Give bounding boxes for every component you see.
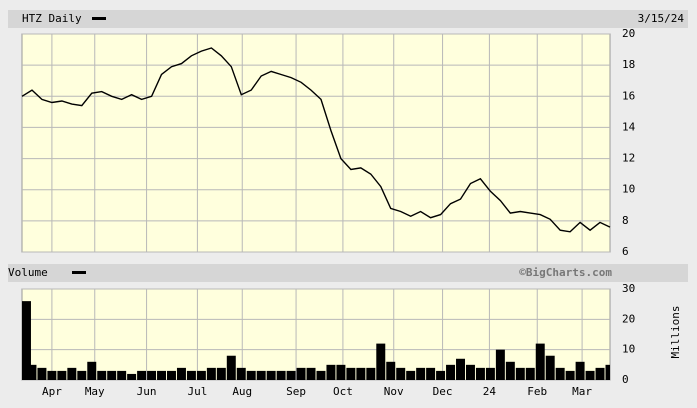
volume-bar <box>456 358 465 380</box>
volume-bar <box>196 370 206 380</box>
y-tick-label: 12 <box>622 152 635 165</box>
volume-bar <box>555 367 565 380</box>
y-tick-label: 30 <box>622 282 635 295</box>
volume-bar <box>176 367 186 380</box>
volume-bar <box>67 367 77 380</box>
volume-bar <box>346 367 356 380</box>
volume-bar <box>446 364 456 380</box>
volume-bar <box>77 370 87 380</box>
volume-header-bar <box>8 264 688 282</box>
x-tick-label: Apr <box>42 385 62 398</box>
volume-bar <box>436 370 446 380</box>
volume-bar <box>167 370 176 380</box>
volume-bar <box>485 367 495 380</box>
x-tick-label: 24 <box>483 385 497 398</box>
volume-bar <box>426 367 436 380</box>
x-tick-label: Sep <box>286 385 306 398</box>
volume-bar <box>286 370 296 380</box>
volume-bar <box>495 349 505 380</box>
volume-bar <box>22 301 31 380</box>
volume-bar <box>505 361 515 380</box>
y-tick-label: 10 <box>622 343 635 356</box>
chart-title: HTZ Daily <box>22 12 82 25</box>
volume-bar <box>376 343 386 380</box>
x-tick-label: Aug <box>232 385 252 398</box>
volume-bar <box>416 367 426 380</box>
y-tick-label: 14 <box>622 120 636 133</box>
x-tick-label: Mar <box>572 385 592 398</box>
volume-bar <box>137 370 147 380</box>
volume-bar <box>316 370 326 380</box>
volume-bar <box>396 367 406 380</box>
volume-bar <box>186 370 196 380</box>
volume-bar <box>57 370 67 380</box>
header-bar <box>8 10 688 28</box>
y-tick-label: 0 <box>622 373 629 386</box>
volume-bar <box>515 367 525 380</box>
volume-bar <box>47 370 57 380</box>
volume-bar <box>595 367 605 380</box>
volume-bar <box>276 370 286 380</box>
volume-bar <box>226 355 236 380</box>
x-tick-label: Jun <box>137 385 157 398</box>
volume-bar <box>366 367 376 380</box>
volume-bar <box>256 370 266 380</box>
volume-bar <box>306 367 316 380</box>
y-tick-label: 6 <box>622 245 629 258</box>
volume-plot <box>21 288 611 381</box>
volume-title: Volume <box>8 266 48 279</box>
x-tick-label: Jul <box>187 385 207 398</box>
y-tick-label: 20 <box>622 312 635 325</box>
volume-bar <box>37 367 47 380</box>
price-plot <box>21 33 611 253</box>
volume-bar <box>535 343 545 380</box>
volume-bar <box>216 367 226 380</box>
x-tick-label: Nov <box>384 385 404 398</box>
volume-bar <box>585 370 595 380</box>
volume-bar <box>575 361 585 380</box>
y-tick-label: 18 <box>622 58 635 71</box>
volume-bar <box>117 370 127 380</box>
volume-bar <box>356 367 366 380</box>
date-label: 3/15/24 <box>638 12 685 25</box>
volume-bar <box>107 370 117 380</box>
y-tick-label: 8 <box>622 214 629 227</box>
volume-bar <box>236 367 246 380</box>
y-tick-label: 20 <box>622 27 635 40</box>
volume-bar <box>266 370 276 380</box>
x-tick-label: Dec <box>433 385 453 398</box>
volume-bar <box>97 370 107 380</box>
volume-bar <box>406 370 416 380</box>
volume-bar <box>27 364 37 380</box>
legend-swatch <box>72 271 86 274</box>
volume-bar <box>605 364 610 380</box>
volume-bar <box>246 370 256 380</box>
volume-bar <box>206 367 216 380</box>
y-tick-label: 16 <box>622 89 635 102</box>
y-tick-label: 10 <box>622 183 635 196</box>
x-tick-label: Feb <box>527 385 547 398</box>
price-line <box>21 47 611 233</box>
y-axis-label: Millions <box>669 306 682 359</box>
x-tick-label: Oct <box>333 385 353 398</box>
x-tick-label: May <box>85 385 105 398</box>
volume-bar <box>127 373 137 380</box>
volume-bar <box>87 361 97 380</box>
volume-bar <box>465 364 475 380</box>
volume-bar <box>336 364 346 380</box>
volume-bar <box>545 355 555 380</box>
volume-bar <box>326 364 336 380</box>
legend-swatch <box>92 17 106 20</box>
volume-bar <box>565 370 575 380</box>
volume-bar <box>147 370 157 380</box>
volume-bar <box>157 370 167 380</box>
credit: ©BigCharts.com <box>519 266 612 279</box>
volume-bar <box>525 367 535 380</box>
volume-bar <box>296 367 306 380</box>
volume-bar <box>386 361 396 380</box>
volume-bar <box>475 367 485 380</box>
